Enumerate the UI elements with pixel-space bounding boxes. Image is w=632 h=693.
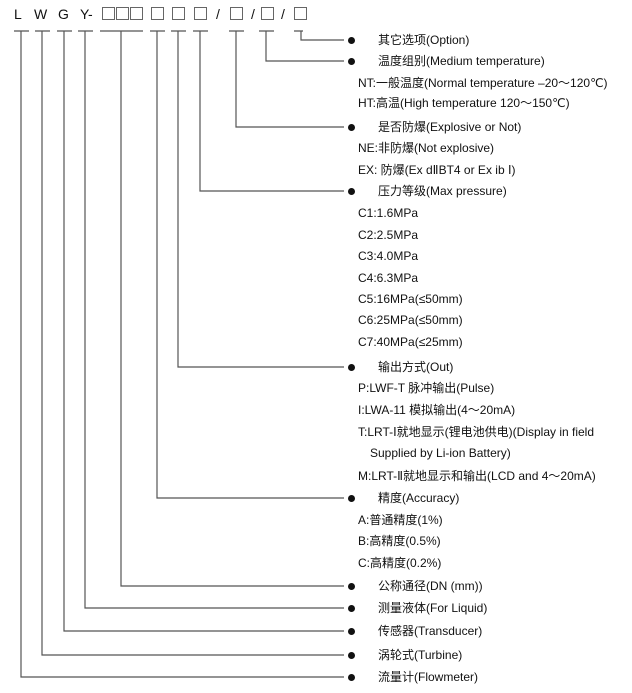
code-box-option — [294, 6, 308, 22]
connector-line — [14, 30, 344, 678]
connector-line — [57, 30, 344, 632]
option-heading: 公称通径(DN (mm)) — [378, 579, 483, 593]
option-value: C3:4.0MPa — [358, 249, 419, 263]
option-value: I:LWA-11 模拟输出(4～20mA) — [358, 403, 516, 417]
connector-line — [229, 30, 344, 128]
bullet-icon — [348, 605, 355, 612]
code-letter-w: W — [34, 6, 48, 22]
option-heading: 温度组别(Medium temperature) — [378, 54, 545, 68]
code-box-pressure — [194, 6, 208, 22]
code-slash: / — [281, 6, 285, 22]
code-letter-l: L — [14, 6, 22, 22]
bullet-icon — [348, 124, 355, 131]
option-value: C:高精度(0.2%) — [358, 556, 442, 570]
code-box-temperature — [261, 6, 275, 22]
option-value: Supplied by Li-ion Battery) — [370, 446, 511, 460]
option-heading: 其它选项(Option) — [378, 33, 470, 47]
option-value: C6:25MPa(≤50mm) — [358, 313, 463, 327]
option-value: C4:6.3MPa — [358, 271, 419, 285]
bullet-icon — [348, 188, 355, 195]
connector-line — [171, 30, 344, 368]
connector-line — [294, 30, 344, 41]
code-slash: / — [251, 6, 255, 22]
connector-line — [78, 30, 344, 609]
code-letter-g: G — [58, 6, 69, 22]
bullet-icon — [348, 674, 355, 681]
option-value: T:LRT-Ⅰ就地显示(锂电池供电)(Display in field — [358, 425, 595, 439]
option-heading: 涡轮式(Turbine) — [378, 648, 463, 662]
option-heading: 流量计(Flowmeter) — [378, 670, 479, 684]
code-letter-y: Y- — [80, 6, 93, 22]
option-heading: 压力等级(Max pressure) — [378, 184, 507, 198]
option-value: C1:1.6MPa — [358, 206, 419, 220]
option-value: NE:非防爆(Not explosive) — [358, 141, 495, 155]
option-value: EX: 防爆(Ex dⅡBT4 or Ex ib Ⅰ) — [358, 163, 516, 177]
bullet-icon — [348, 364, 355, 371]
option-value: C7:40MPa(≤25mm) — [358, 335, 463, 349]
code-box-output — [172, 6, 186, 22]
option-heading: 测量液体(For Liquid) — [378, 601, 488, 615]
code-box-explosive — [230, 6, 244, 22]
option-heading: 输出方式(Out) — [378, 360, 454, 374]
connector-line — [259, 30, 344, 62]
code-box-accuracy — [151, 6, 165, 22]
option-value: P:LWF-T 脉冲输出(Pulse) — [358, 381, 495, 395]
option-value: C2:2.5MPa — [358, 228, 419, 242]
bullet-icon — [348, 37, 355, 44]
connector-line — [35, 30, 344, 656]
bullet-icon — [348, 495, 355, 502]
option-value: NT:一般温度(Normal temperature –20～120℃) — [358, 76, 608, 90]
code-box-dn — [102, 6, 144, 22]
option-heading: 是否防爆(Explosive or Not) — [378, 120, 522, 134]
connector-line — [150, 30, 344, 499]
bullet-icon — [348, 652, 355, 659]
option-heading: 传感器(Transducer) — [378, 624, 483, 638]
option-heading: 精度(Accuracy) — [378, 491, 460, 505]
option-value: M:LRT-Ⅱ就地显示和输出(LCD and 4～20mA) — [358, 469, 596, 483]
bullet-icon — [348, 583, 355, 590]
bullet-icon — [348, 628, 355, 635]
option-value: HT:高温(High temperature 120～150℃) — [358, 96, 570, 110]
option-value: A:普通精度(1%) — [358, 513, 443, 527]
bullet-icon — [348, 58, 355, 65]
connector-line — [193, 30, 344, 192]
option-value: B:高精度(0.5%) — [358, 534, 441, 548]
code-slash: / — [216, 6, 220, 22]
connector-line — [100, 30, 344, 587]
option-value: C5:16MPa(≤50mm) — [358, 292, 463, 306]
